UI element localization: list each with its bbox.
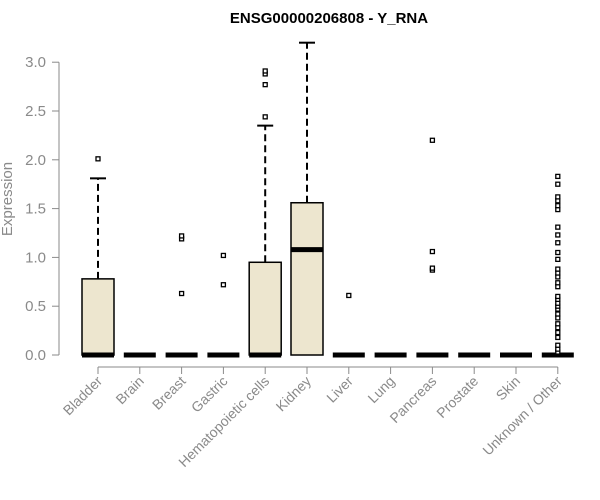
outlier-point — [429, 248, 436, 255]
box-group — [541, 173, 574, 358]
box-group — [248, 68, 282, 358]
y-tick-label: 1.5 — [25, 201, 46, 218]
x-tick-label: Liver — [323, 373, 356, 406]
outlier-point — [555, 334, 561, 341]
outlier-point — [555, 232, 561, 238]
x-tick-label: Kidney — [273, 373, 315, 415]
outlier-point — [555, 266, 561, 272]
x-tick-label: Breast — [149, 373, 189, 413]
x-tick-label: Unknown / Other — [479, 373, 565, 459]
box-body — [290, 201, 324, 356]
outlier-point — [95, 156, 101, 162]
x-tick-label: Skin — [493, 373, 524, 404]
box-group — [165, 233, 198, 358]
outlier-point — [555, 173, 561, 180]
outlier-point — [555, 311, 561, 317]
box-group — [81, 156, 115, 358]
box-group — [290, 41, 324, 356]
outlier-point — [555, 249, 561, 256]
outlier-point — [555, 280, 561, 286]
outlier-point — [555, 321, 561, 327]
x-tick-label: Bladder — [60, 373, 106, 419]
outlier-point — [262, 81, 268, 88]
outlier-point — [262, 68, 268, 74]
y-tick-label: 0.5 — [25, 298, 46, 315]
outlier-point — [178, 290, 185, 297]
outlier-point — [555, 181, 561, 187]
outlier-point — [555, 293, 561, 300]
outlier-point — [555, 224, 561, 230]
outlier-point — [429, 137, 436, 143]
box-group — [416, 137, 449, 358]
y-tick-label: 1.0 — [25, 249, 46, 266]
box-body — [81, 278, 115, 356]
y-tick-label: 2.0 — [25, 152, 46, 169]
outlier-point — [178, 233, 185, 239]
outlier-point — [555, 194, 561, 200]
chart-title: ENSG00000206808 - Y_RNA — [230, 10, 428, 27]
box-group — [332, 292, 365, 358]
chart-marks — [81, 41, 574, 358]
outlier-point — [555, 329, 561, 336]
outlier-point — [555, 342, 561, 348]
y-axis-label: Expression — [0, 162, 16, 236]
outlier-point — [220, 252, 227, 259]
x-tick-label: Prostate — [433, 373, 481, 421]
outlier-point — [555, 203, 561, 209]
y-tick-label: 3.0 — [25, 54, 46, 71]
outlier-point — [220, 282, 227, 288]
box-group — [207, 252, 240, 358]
y-tick-label: 0.0 — [25, 347, 46, 364]
y-tick-label: 2.5 — [25, 103, 46, 120]
outlier-point — [429, 265, 436, 271]
outlier-point — [555, 240, 561, 246]
x-tick-label: Lung — [364, 373, 397, 406]
outlier-point — [555, 256, 561, 263]
x-tick-label: Brain — [112, 373, 146, 407]
outlier-point — [262, 114, 268, 120]
box-body — [248, 261, 282, 356]
outlier-point — [346, 292, 352, 299]
